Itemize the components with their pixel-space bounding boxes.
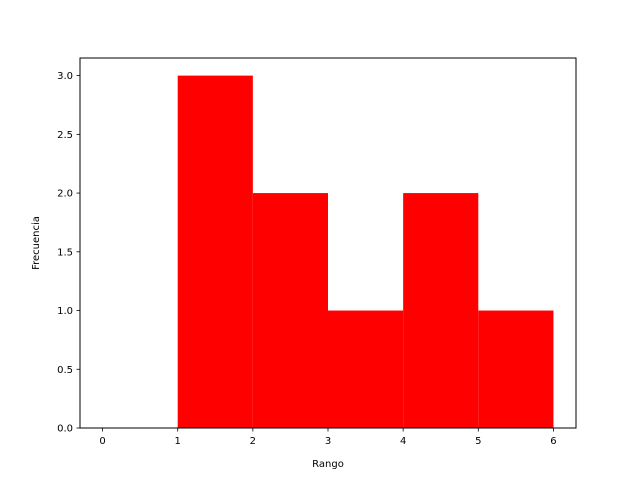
y-tick-label: 1.5 xyxy=(57,247,73,258)
histogram-bar-3 xyxy=(328,310,404,428)
x-tick-label: 5 xyxy=(475,436,481,447)
x-tick-label: 3 xyxy=(325,436,331,447)
bars-group xyxy=(177,75,554,428)
y-tick-label: 0.0 xyxy=(57,424,73,435)
x-tick-label: 2 xyxy=(250,436,256,447)
histogram-bar-4 xyxy=(403,193,479,428)
x-tick-label: 0 xyxy=(99,436,105,447)
x-tick-label: 1 xyxy=(175,436,181,447)
y-axis-label: Frecuencia xyxy=(31,216,42,270)
y-tick-label: 2.0 xyxy=(57,189,73,200)
y-tick-label: 0.5 xyxy=(57,365,73,376)
y-tick-label: 3.0 xyxy=(57,71,73,82)
x-tick-label: 6 xyxy=(550,436,556,447)
x-axis-ticks: 0 1 2 3 4 5 6 xyxy=(99,428,557,447)
y-tick-label: 2.5 xyxy=(57,130,73,141)
x-axis-label: Rango xyxy=(312,459,344,470)
histogram-bar-5 xyxy=(478,310,554,428)
y-axis-ticks: 0.0 0.5 1.0 1.5 2.0 2.5 3.0 xyxy=(57,71,80,435)
x-tick-label: 4 xyxy=(400,436,406,447)
histogram-bar-1 xyxy=(177,75,253,428)
y-tick-label: 1.0 xyxy=(57,306,73,317)
histogram-bar-2 xyxy=(252,193,328,428)
